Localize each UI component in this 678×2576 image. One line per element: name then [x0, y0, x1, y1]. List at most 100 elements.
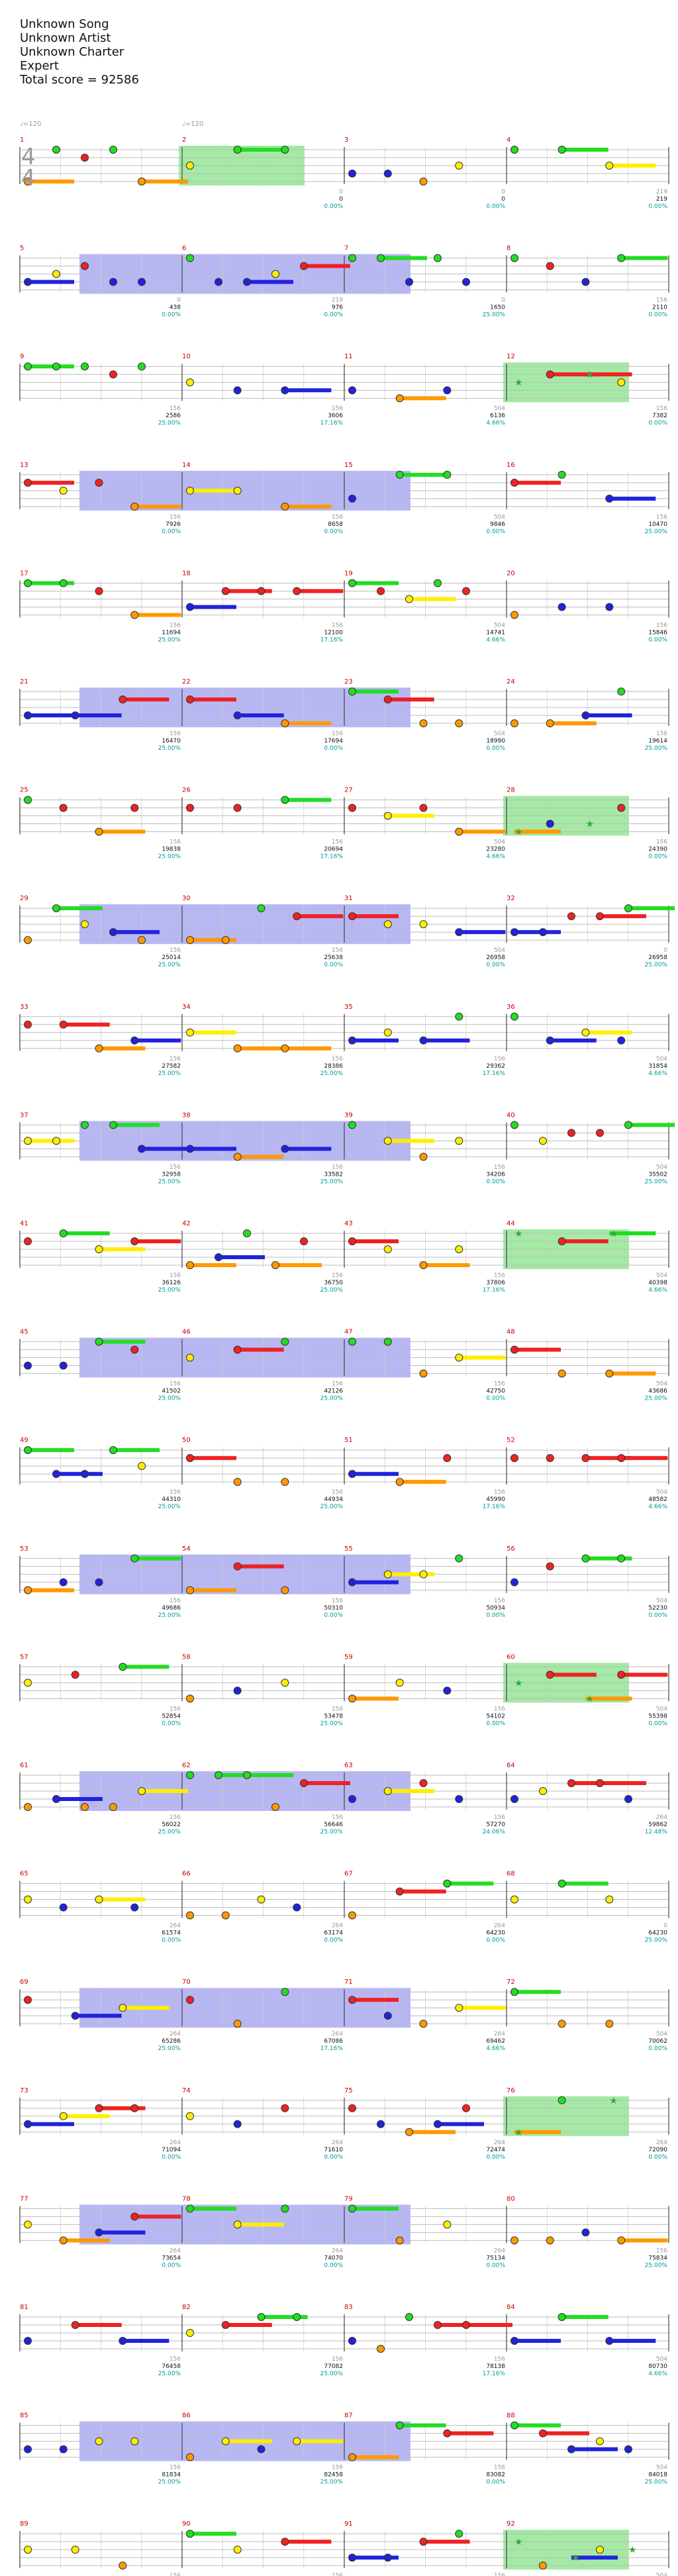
measure-score: 12100: [324, 629, 343, 636]
note-gem: [221, 936, 230, 945]
note-gem: [24, 2546, 32, 2554]
sustain-bar: [285, 1046, 332, 1051]
measure-score: 56646: [324, 1822, 343, 1828]
note-gem: [95, 2228, 103, 2237]
measure-number: 1: [20, 136, 24, 144]
note-gem: [281, 719, 289, 727]
staff-row-9: [19, 1012, 669, 1053]
note-gem: [281, 1586, 289, 1594]
note-gem: [462, 2104, 470, 2112]
measure-score: 52230: [648, 1605, 667, 1612]
note-gem: [419, 1153, 428, 1161]
note-gem: [59, 1361, 68, 1370]
note-gem: [257, 2313, 266, 2321]
measure-number: 82: [182, 2304, 191, 2311]
measure-percent: 0.00%: [324, 962, 343, 968]
sustain-bar: [571, 2555, 618, 2560]
sustain-bar: [275, 1263, 322, 1267]
note-gem: [510, 1895, 518, 1904]
note-gem: [348, 1795, 356, 1803]
note-gem: [434, 254, 442, 262]
sustain-bar: [514, 2423, 561, 2428]
measure-percent: 0.00%: [324, 2154, 343, 2161]
sustain-bar: [190, 1147, 236, 1151]
measure-percent: 25.00%: [645, 2479, 668, 2486]
charter-name: Unknown Charter: [20, 45, 124, 59]
sustain-bar: [585, 1456, 632, 1461]
measure-sub-score: 156: [332, 405, 343, 412]
note-gem: [59, 1020, 68, 1029]
measure-score: 35502: [648, 1171, 667, 1178]
sustain-bar: [609, 496, 656, 501]
note-gem: [130, 502, 139, 511]
sustain-bar: [514, 1347, 561, 1352]
note-gem: [419, 1570, 428, 1578]
note-gem: [221, 2321, 230, 2329]
measure-percent: 25.00%: [320, 1178, 344, 1185]
staff-row-3: [19, 362, 669, 403]
measure-sub-score: 219: [656, 189, 667, 195]
measure-score: 49686: [162, 1605, 181, 1612]
sustain-bar: [297, 589, 344, 593]
sustain-bar: [225, 2323, 272, 2327]
note-gem: [130, 2437, 139, 2446]
note-gem: [119, 1663, 127, 1671]
sustain-bar: [28, 1448, 74, 1453]
measure-number: 18: [182, 570, 191, 577]
note-gem: [455, 719, 463, 727]
sustain-bar: [63, 2238, 110, 2243]
note-gem: [557, 470, 566, 479]
measure-number: 4: [507, 136, 510, 144]
sustain-bar: [409, 597, 456, 601]
measure-sub-score: 156: [332, 1056, 343, 1062]
sustain-bar: [381, 256, 427, 260]
measure-score: 50934: [486, 1605, 505, 1612]
note-gem: [546, 2236, 554, 2245]
sustain-bar: [190, 488, 236, 493]
measure-number: 9: [20, 353, 24, 360]
note-gem: [24, 711, 32, 719]
note-gem: [59, 486, 68, 495]
note-gem: [539, 1787, 547, 1795]
sustain-bar: [63, 2114, 110, 2118]
note-gem: [419, 1261, 428, 1269]
note-gem: [605, 1369, 614, 1378]
note-gem: [52, 1470, 60, 1478]
sustain-bar: [142, 180, 188, 183]
sustain-bar: [399, 2423, 446, 2428]
measure-number: 87: [344, 2412, 353, 2420]
note-gem: [455, 1137, 463, 1145]
note-gem: [186, 696, 194, 703]
measure-sub-score: 504: [656, 2356, 667, 2363]
measure-sub-score: 156: [170, 1814, 181, 1821]
sustain-bar: [134, 1239, 181, 1243]
note-gem: [510, 1454, 518, 1463]
note-gem: [605, 2020, 614, 2028]
measure-sub-score: 156: [170, 1272, 181, 1279]
note-gem: [383, 1337, 392, 1346]
staff-row-21: [19, 2313, 669, 2353]
note-gem: [581, 2228, 590, 2237]
measure-number: 35: [344, 1004, 353, 1011]
measure-number: 50: [182, 1437, 191, 1444]
measure-number: 79: [344, 2195, 353, 2202]
sustain-bar: [28, 2122, 74, 2126]
sustain-bar: [122, 697, 170, 701]
measure-number: 67: [344, 1871, 353, 1878]
note-gem: [59, 2236, 68, 2245]
sustain-bar: [621, 1456, 668, 1461]
note-gem: [119, 2561, 127, 2570]
note-gem: [443, 470, 452, 479]
measure-score: 61574: [162, 1930, 181, 1937]
note-gem: [443, 386, 452, 395]
sustain-bar: [75, 2014, 122, 2018]
note-gem: [348, 1694, 356, 1703]
measure-percent: 25.00%: [320, 1720, 344, 1727]
measure-sub-score: 504: [656, 1706, 667, 1712]
sustain-bar: [28, 1139, 74, 1143]
sustain-bar: [352, 581, 399, 586]
note-gem: [405, 278, 413, 286]
measure-sub-score: 504: [494, 731, 505, 737]
measure-score: 43686: [648, 1388, 667, 1395]
sustain-bar: [399, 472, 446, 477]
